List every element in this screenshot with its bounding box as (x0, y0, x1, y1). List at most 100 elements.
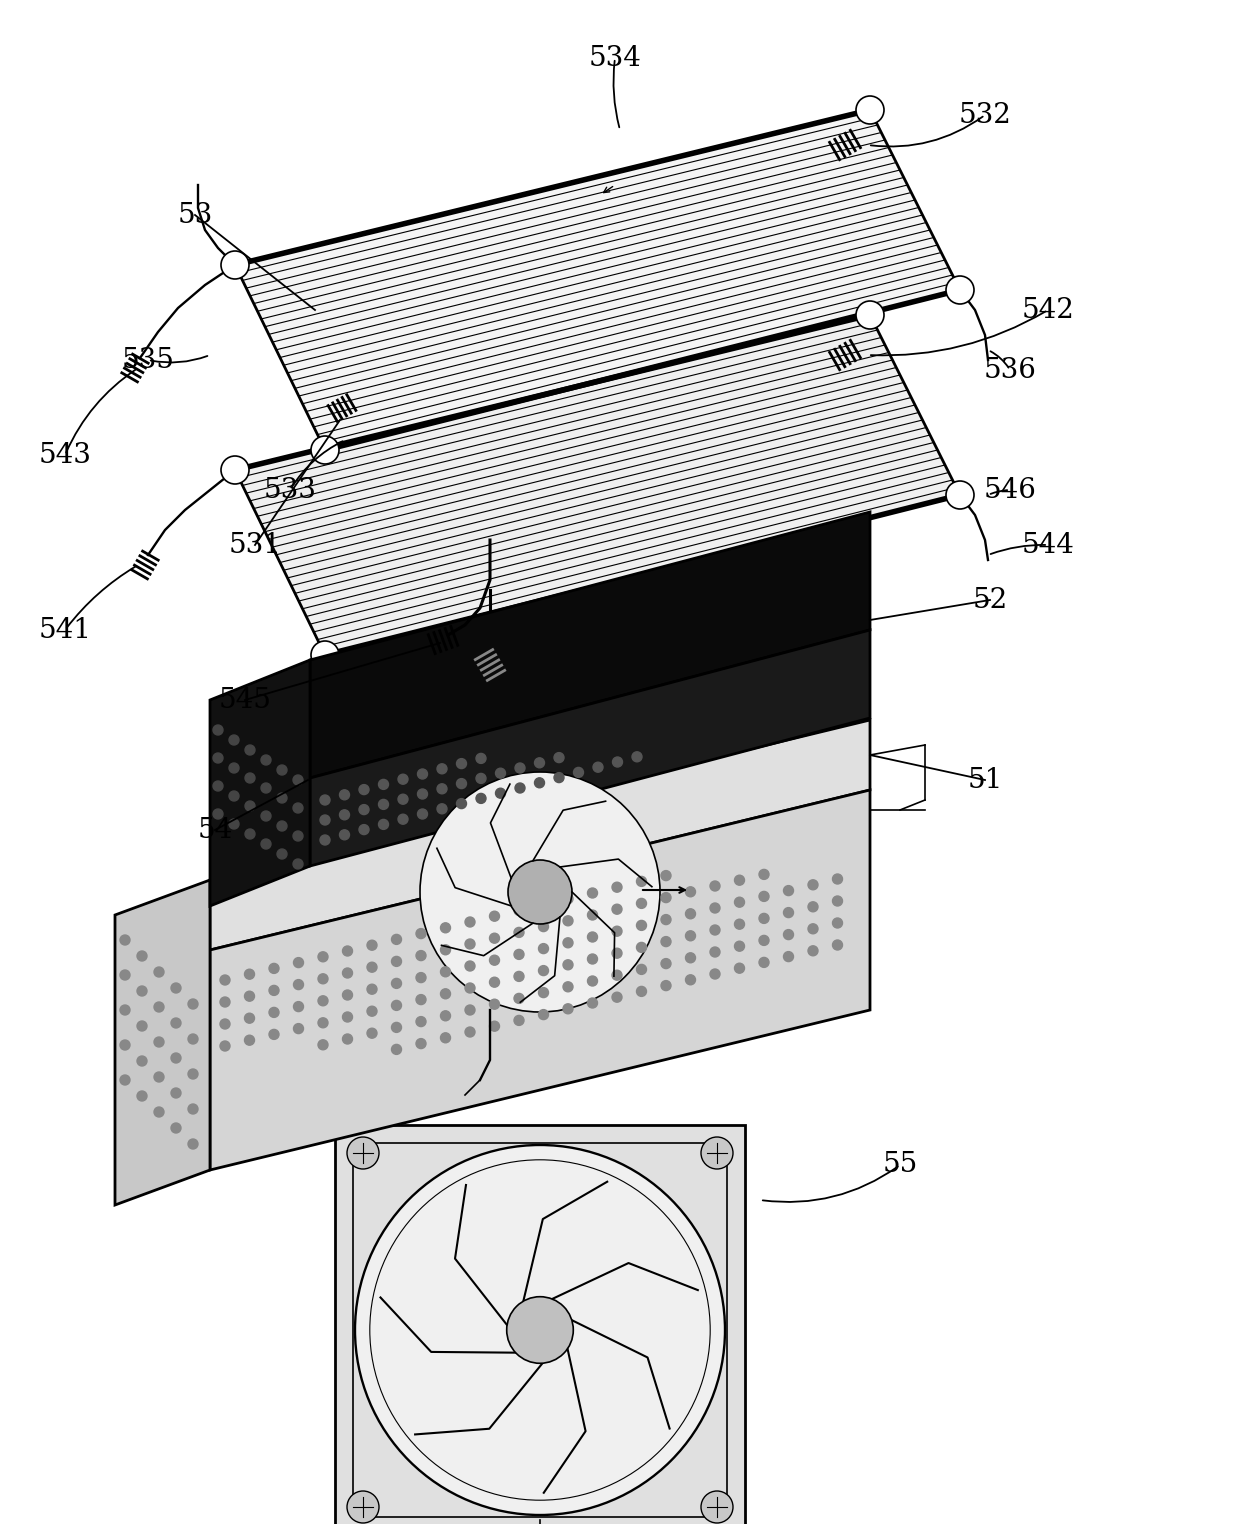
Text: 544: 544 (1022, 532, 1074, 558)
Circle shape (154, 1071, 164, 1082)
Text: 536: 536 (983, 357, 1037, 384)
Circle shape (588, 975, 598, 986)
Circle shape (832, 873, 842, 884)
Circle shape (593, 762, 603, 773)
Circle shape (244, 1035, 254, 1045)
Circle shape (759, 892, 769, 901)
Circle shape (311, 436, 339, 463)
Circle shape (508, 860, 572, 924)
Circle shape (686, 931, 696, 940)
Circle shape (661, 870, 671, 881)
Circle shape (515, 971, 525, 981)
Circle shape (490, 977, 500, 988)
Circle shape (213, 753, 223, 764)
Circle shape (465, 1004, 475, 1015)
Circle shape (515, 928, 525, 937)
Circle shape (588, 910, 598, 920)
Circle shape (367, 940, 377, 949)
Circle shape (784, 908, 794, 917)
Circle shape (415, 995, 427, 1004)
Circle shape (171, 1053, 181, 1064)
Circle shape (277, 849, 286, 860)
Circle shape (219, 997, 229, 1007)
Circle shape (661, 959, 671, 969)
Circle shape (496, 768, 506, 779)
Circle shape (154, 1106, 164, 1117)
Circle shape (244, 991, 254, 1001)
Circle shape (946, 276, 973, 303)
Bar (335, 1125, 745, 1524)
Circle shape (317, 995, 329, 1006)
Circle shape (367, 1029, 377, 1038)
Circle shape (360, 805, 370, 815)
Circle shape (415, 928, 427, 939)
Text: 51: 51 (967, 767, 1003, 794)
Circle shape (294, 1024, 304, 1033)
Circle shape (378, 820, 388, 829)
Circle shape (136, 951, 148, 962)
Circle shape (563, 1004, 573, 1013)
Circle shape (711, 881, 720, 892)
Text: 545: 545 (218, 686, 272, 713)
Circle shape (293, 860, 303, 869)
Polygon shape (236, 315, 960, 655)
Circle shape (136, 986, 148, 997)
Circle shape (784, 885, 794, 896)
Circle shape (317, 1018, 329, 1027)
Text: 55: 55 (883, 1152, 918, 1178)
Circle shape (213, 780, 223, 791)
Circle shape (613, 992, 622, 1003)
Polygon shape (210, 789, 870, 1170)
Circle shape (759, 913, 769, 924)
Circle shape (188, 1033, 198, 1044)
Circle shape (686, 975, 696, 985)
Circle shape (808, 946, 818, 956)
Circle shape (490, 911, 500, 920)
Circle shape (260, 811, 272, 821)
Circle shape (946, 482, 973, 509)
Circle shape (538, 943, 548, 954)
Circle shape (360, 785, 370, 794)
Circle shape (120, 1039, 130, 1050)
Circle shape (636, 920, 646, 930)
Circle shape (398, 794, 408, 805)
Circle shape (229, 791, 239, 802)
Circle shape (378, 800, 388, 809)
Circle shape (221, 251, 249, 279)
Circle shape (573, 768, 584, 777)
Circle shape (507, 1297, 573, 1364)
Circle shape (219, 975, 229, 985)
Circle shape (808, 879, 818, 890)
Circle shape (367, 962, 377, 972)
Circle shape (154, 1036, 164, 1047)
Circle shape (856, 302, 884, 329)
Circle shape (221, 456, 249, 485)
Circle shape (563, 981, 573, 992)
Circle shape (213, 809, 223, 818)
Circle shape (320, 796, 330, 805)
Circle shape (392, 1044, 402, 1055)
Circle shape (759, 936, 769, 945)
Text: 543: 543 (38, 442, 92, 468)
Circle shape (420, 773, 660, 1012)
Circle shape (534, 757, 544, 768)
Circle shape (563, 916, 573, 925)
Circle shape (613, 904, 622, 914)
Circle shape (293, 831, 303, 841)
Circle shape (808, 924, 818, 934)
Circle shape (154, 968, 164, 977)
Circle shape (342, 968, 352, 978)
Circle shape (436, 764, 446, 774)
Circle shape (269, 1029, 279, 1039)
Circle shape (496, 788, 506, 799)
Circle shape (490, 1000, 500, 1009)
Circle shape (342, 1033, 352, 1044)
Circle shape (440, 1010, 450, 1021)
Circle shape (711, 969, 720, 978)
Circle shape (613, 757, 622, 767)
Circle shape (294, 980, 304, 989)
Circle shape (588, 954, 598, 965)
Circle shape (171, 1123, 181, 1132)
Circle shape (317, 952, 329, 962)
Circle shape (360, 824, 370, 835)
